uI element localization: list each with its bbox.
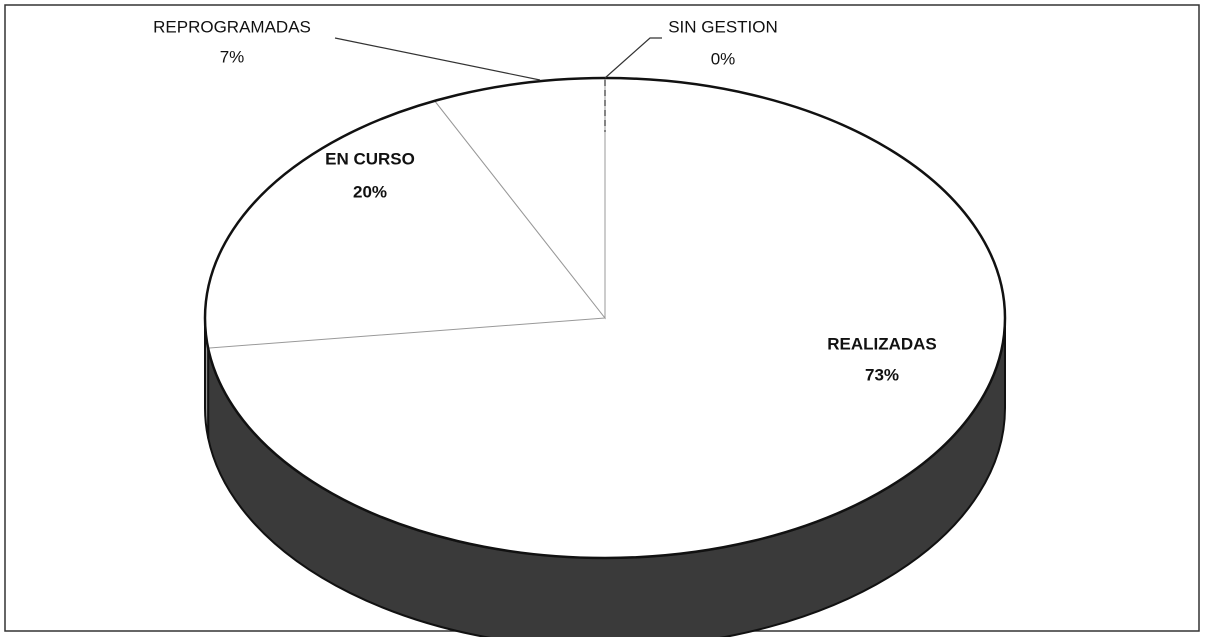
data-label-value: 73%: [865, 365, 899, 384]
data-label-value: 7%: [220, 47, 245, 66]
data-label-name: SIN GESTION: [668, 17, 778, 36]
leader-line: [334, 37, 541, 81]
data-label-name: EN CURSO: [325, 149, 415, 168]
data-label-name: REPROGRAMADAS: [153, 17, 311, 36]
data-label-value: 0%: [711, 49, 736, 68]
data-label-value: 20%: [353, 182, 387, 201]
pie-slice: [208, 78, 1005, 559]
leader-line: [604, 37, 662, 79]
data-label-name: REALIZADAS: [827, 334, 937, 353]
